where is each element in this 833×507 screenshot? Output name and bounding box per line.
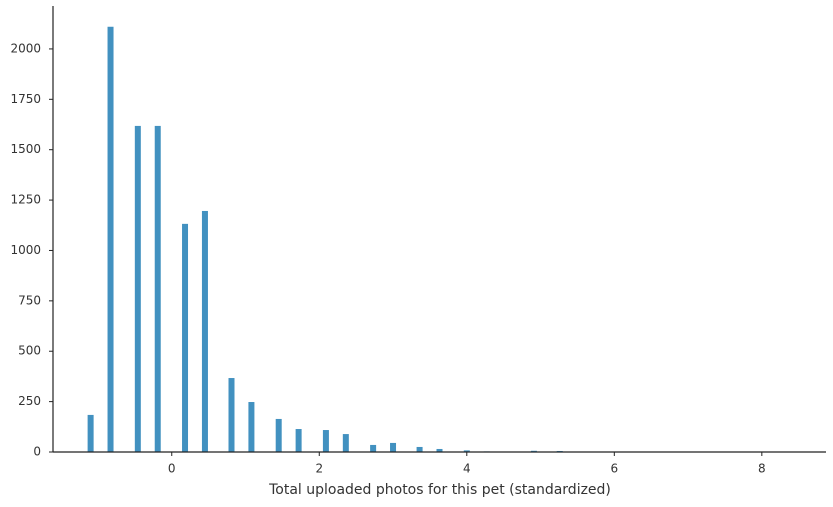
bar [416, 446, 423, 452]
y-tick-label: 1750 [10, 92, 41, 106]
y-tick-label: 0 [33, 445, 41, 459]
bar [248, 402, 255, 452]
bar [342, 434, 349, 452]
bar [134, 125, 141, 452]
bar [436, 448, 443, 452]
bar [530, 450, 537, 452]
x-tick-label: 4 [463, 462, 471, 476]
bar [201, 210, 208, 452]
y-tick-label: 1000 [10, 243, 41, 257]
x-tick-label: 0 [168, 462, 176, 476]
bar [154, 125, 161, 452]
bar [87, 414, 94, 452]
x-tick-label: 6 [610, 462, 618, 476]
y-tick-label: 1250 [10, 193, 41, 207]
y-tick-label: 500 [18, 344, 41, 358]
y-tick-label: 1500 [10, 142, 41, 156]
bar [228, 378, 235, 452]
bar [463, 450, 470, 452]
x-axis-label: Total uploaded photos for this pet (stan… [268, 482, 611, 498]
bar [182, 223, 189, 452]
x-tick-label: 2 [315, 462, 323, 476]
bar [275, 418, 282, 452]
x-tick-label: 8 [758, 462, 766, 476]
bar [295, 429, 302, 452]
bar [107, 26, 114, 453]
bar [390, 442, 397, 452]
bar [322, 430, 329, 452]
y-tick-label: 250 [18, 394, 41, 408]
y-tick-label: 2000 [10, 41, 41, 55]
y-tick-label: 750 [18, 293, 41, 307]
bar [370, 444, 377, 452]
